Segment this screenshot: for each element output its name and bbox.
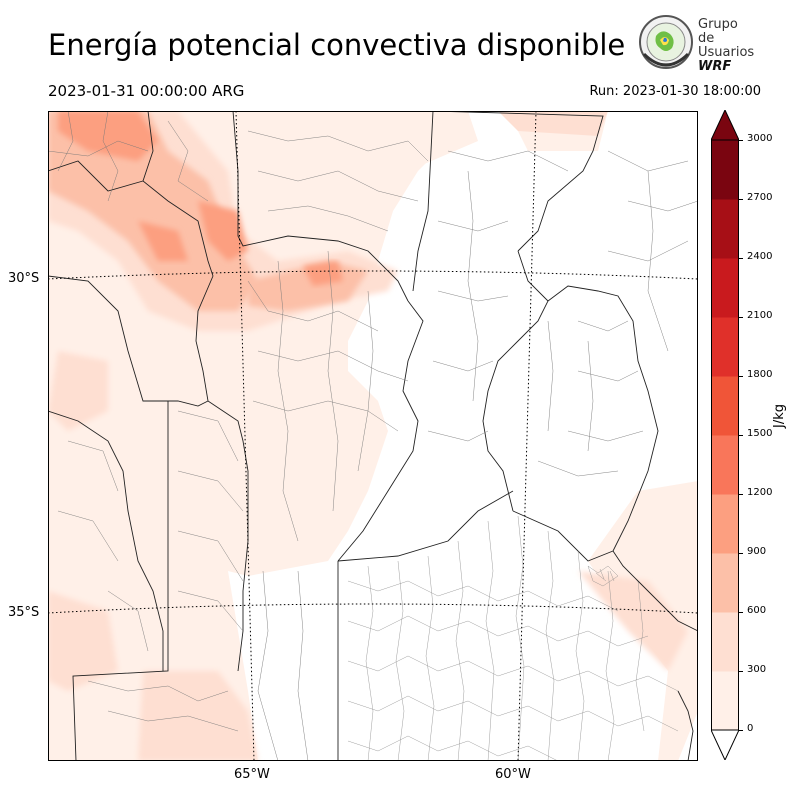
colorbar-tick [739, 140, 743, 141]
colorbar-segment [711, 671, 739, 731]
department-borders [48, 111, 698, 761]
lat-label-35s: 35°S [8, 605, 40, 620]
colorbar-tick [739, 494, 743, 495]
colorbar-segment [711, 435, 739, 495]
colorbar-segment [711, 612, 739, 672]
logo-text: Grupo de Usuarios WRF [698, 18, 758, 74]
colorbar-tick [739, 671, 743, 672]
colorbar-unit-label: J/kg [772, 404, 787, 428]
colorbar-tick-label: 600 [747, 605, 767, 616]
colorbar-tick [739, 730, 743, 731]
valid-time: 2023-01-31 00:00:00 ARG [48, 82, 245, 100]
colorbar-tick [739, 317, 743, 318]
lat-label-30s: 30°S [8, 271, 40, 286]
meridian-60w [517, 111, 537, 761]
colorbar-tick-label: 2400 [747, 251, 773, 262]
parallel-30s [48, 270, 698, 280]
colorbar-segment [711, 140, 739, 200]
colorbar-segment [711, 376, 739, 436]
colorbar-extend-max [711, 110, 739, 141]
buenos-aires-partidos [347, 515, 679, 761]
colorbar-tick-label: 1500 [747, 428, 773, 439]
parallel-35s [48, 603, 698, 614]
map-title: Energía potencial convectiva disponible [48, 28, 626, 62]
colorbar-tick [739, 612, 743, 613]
logo-line-2: Usuarios [698, 45, 755, 60]
colorbar-tick-label: 1800 [747, 369, 773, 380]
colorbar-tick-label: 2700 [747, 192, 773, 203]
colorbar-tick-label: 900 [747, 546, 767, 557]
lon-label-60w: 60°W [495, 767, 531, 782]
colorbar-segment [711, 317, 739, 377]
lon-label-65w: 65°W [234, 767, 270, 782]
colorbar-segment [711, 553, 739, 613]
colorbar-tick-label: 1200 [747, 487, 773, 498]
coastline-south [677, 690, 694, 761]
colorbar-tick-label: 2100 [747, 310, 773, 321]
colorbar [711, 110, 739, 760]
colorbar-frame [711, 139, 739, 731]
colorbar-segment [711, 199, 739, 259]
colorbar-extend-min [711, 729, 739, 760]
colorbar-tick-label: 300 [747, 664, 767, 675]
graticule [48, 111, 698, 761]
colorbar-tick [739, 376, 743, 377]
colorbar-tick [739, 553, 743, 554]
run-time: Run: 2023-01-30 18:00:00 [589, 84, 761, 99]
wrf-users-logo: Grupo de Usuarios WRF [638, 14, 758, 74]
map-frame [48, 111, 698, 761]
logo-line-1: Grupo de [698, 17, 738, 46]
cape-map [48, 111, 698, 761]
colorbar-tick [739, 258, 743, 259]
colorbar-tick-label: 0 [747, 723, 754, 734]
colorbar-tick [739, 435, 743, 436]
logo-line-3: WRF [698, 59, 732, 74]
meridian-65w [235, 111, 255, 761]
colorbar-segment [711, 258, 739, 318]
coastline [612, 550, 698, 632]
colorbar-tick [739, 199, 743, 200]
wrf-emblem-icon [639, 15, 693, 69]
colorbar-segment [711, 494, 739, 554]
colorbar-tick-label: 3000 [747, 133, 773, 144]
